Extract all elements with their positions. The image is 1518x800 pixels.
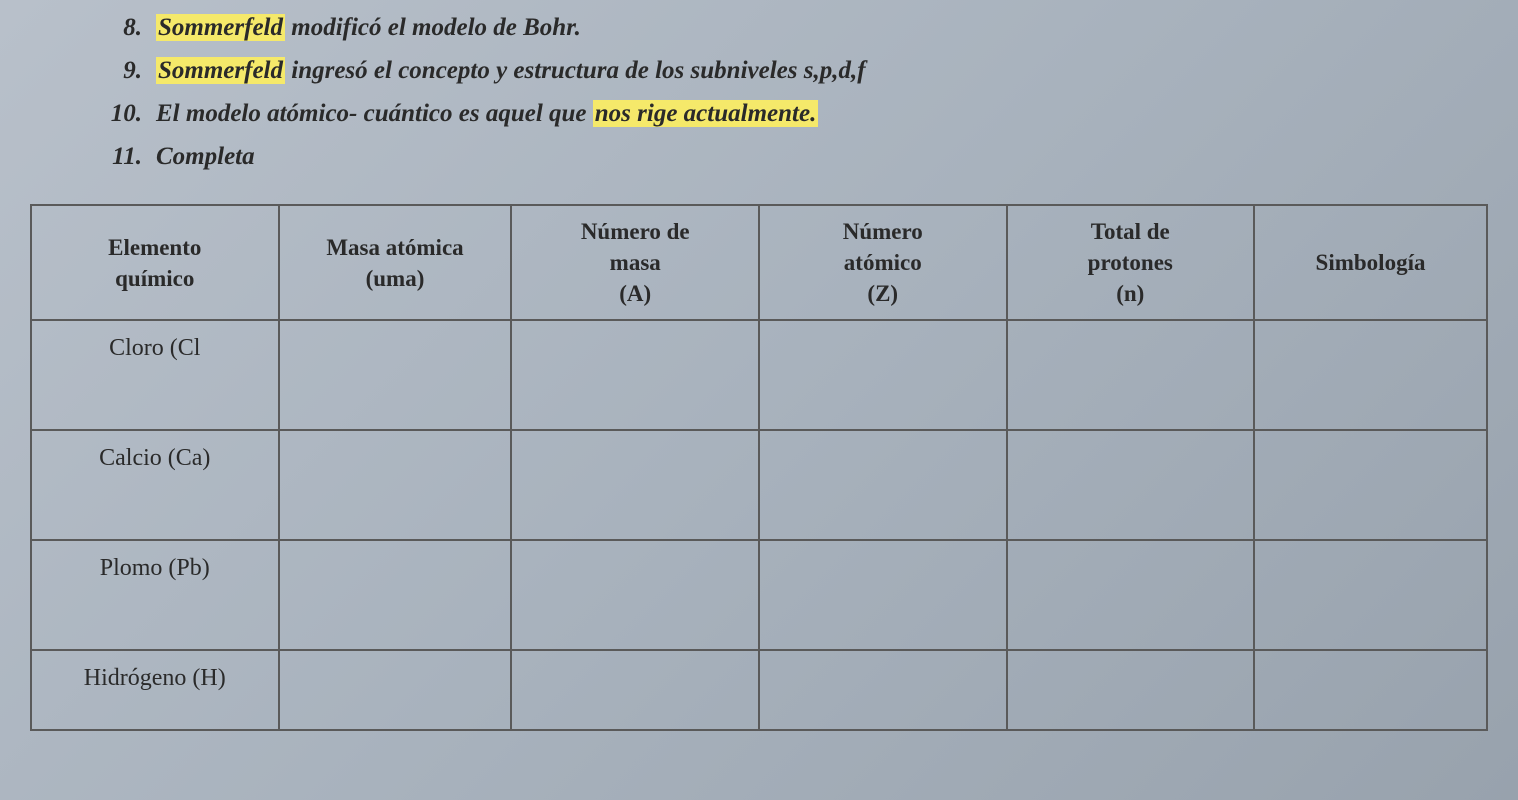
list-item-9: 9. Sommerfeld ingresó el concepto y estr…: [100, 53, 1448, 88]
row-label-plomo: Plomo (Pb): [31, 540, 279, 650]
highlight-text: nos rige actualmente.: [593, 100, 819, 127]
table-cell: [759, 650, 1007, 730]
table-header-row: Elementoquímico Masa atómica(uma) Número…: [31, 205, 1487, 320]
list-text: Sommerfeld ingresó el concepto y estruct…: [156, 53, 1448, 88]
column-header-numero-atomico: Númeroatómico(Z): [759, 205, 1007, 320]
list-text-segment: Completa: [156, 143, 255, 170]
table-cell: [1007, 540, 1255, 650]
list-text: El modelo atómico- cuántico es aquel que…: [156, 96, 1448, 131]
row-label-cloro: Cloro (Cl: [31, 320, 279, 430]
table-cell: [1007, 650, 1255, 730]
table-cell: [1254, 540, 1487, 650]
list-text-segment: El modelo atómico- cuántico es aquel que: [156, 100, 593, 127]
list-number: 11.: [100, 143, 156, 171]
table-cell: [511, 320, 759, 430]
highlight-text: Sommerfeld: [156, 57, 285, 84]
list-item-11: 11. Completa: [100, 139, 1448, 174]
table-cell: [1007, 430, 1255, 540]
list-text: Sommerfeld modificó el modelo de Bohr.: [156, 10, 1448, 45]
table-cell: [759, 540, 1007, 650]
table-row: Calcio (Ca): [31, 430, 1487, 540]
column-header-elemento: Elementoquímico: [31, 205, 279, 320]
table-cell: [279, 320, 512, 430]
list-text-segment: ingresó el concepto y estructura de los …: [285, 57, 866, 84]
table-row: Cloro (Cl: [31, 320, 1487, 430]
list-item-8: 8. Sommerfeld modificó el modelo de Bohr…: [100, 10, 1448, 45]
table-cell: [511, 430, 759, 540]
highlight-text: Sommerfeld: [156, 14, 285, 41]
column-header-numero-masa: Número demasa(A): [511, 205, 759, 320]
list-number: 10.: [100, 100, 156, 128]
list-number: 8.: [100, 14, 156, 42]
table-row: Plomo (Pb): [31, 540, 1487, 650]
column-header-total-protones: Total deprotones(n): [1007, 205, 1255, 320]
list-number: 9.: [100, 57, 156, 85]
column-header-masa-atomica: Masa atómica(uma): [279, 205, 512, 320]
table-cell: [279, 430, 512, 540]
numbered-list: 8. Sommerfeld modificó el modelo de Bohr…: [30, 10, 1488, 174]
elements-table: Elementoquímico Masa atómica(uma) Número…: [30, 204, 1488, 731]
table-cell: [511, 650, 759, 730]
table-cell: [1007, 320, 1255, 430]
table-cell: [1254, 430, 1487, 540]
list-text-segment: modificó el modelo de Bohr.: [285, 14, 581, 41]
row-label-calcio: Calcio (Ca): [31, 430, 279, 540]
column-header-simbologia: Simbología: [1254, 205, 1487, 320]
table-cell: [279, 540, 512, 650]
table-cell: [759, 430, 1007, 540]
list-text: Completa: [156, 139, 1448, 174]
table-cell: [1254, 320, 1487, 430]
table-row: Hidrógeno (H): [31, 650, 1487, 730]
table-cell: [759, 320, 1007, 430]
list-item-10: 10. El modelo atómico- cuántico es aquel…: [100, 96, 1448, 131]
row-label-hidrogeno: Hidrógeno (H): [31, 650, 279, 730]
table-cell: [511, 540, 759, 650]
table-cell: [279, 650, 512, 730]
table-cell: [1254, 650, 1487, 730]
